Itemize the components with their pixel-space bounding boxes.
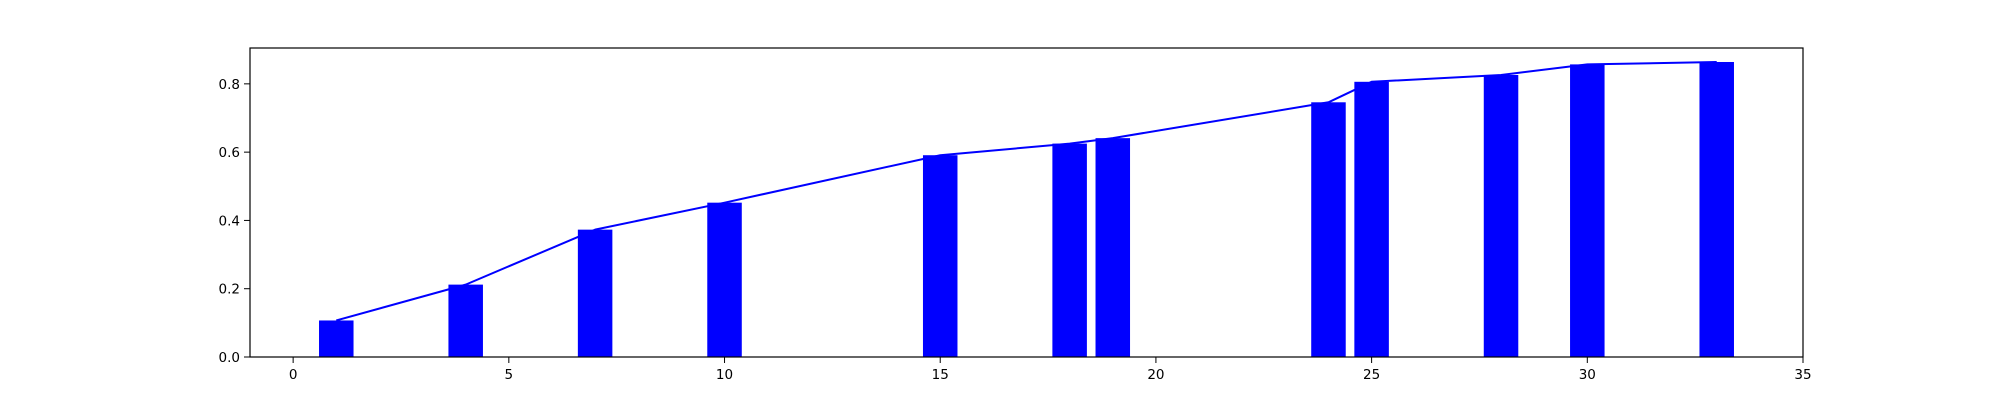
bar-0: [319, 320, 354, 357]
bar-9: [1483, 74, 1519, 357]
x-tick-label-3: 15: [932, 367, 949, 383]
bars-layer: [319, 61, 1734, 358]
y-axis: 0.0 0.2 0.4 0.6 0.8: [219, 77, 250, 366]
bar-10: [1570, 64, 1605, 357]
bar-6: [1095, 138, 1131, 357]
bar-2: [577, 229, 613, 357]
y-tick-label-3: 0.6: [219, 145, 240, 161]
bar-3: [707, 202, 742, 357]
x-tick-label-5: 25: [1363, 367, 1380, 383]
y-tick-label-0: 0.0: [219, 350, 240, 366]
line-layer: [336, 60, 1717, 322]
x-axis: 0 5 10 15 20 25 30 35: [289, 357, 1812, 383]
bar-7: [1311, 102, 1346, 358]
plot-frame: [249, 47, 1804, 358]
y-tick-label-4: 0.8: [219, 77, 240, 93]
x-tick-label-4: 20: [1147, 367, 1164, 383]
series-line: [336, 60, 1717, 322]
y-tick-label-1: 0.2: [219, 282, 240, 298]
x-tick-label-6: 30: [1579, 367, 1596, 383]
x-tick-label-1: 5: [505, 367, 514, 383]
bar-8: [1354, 81, 1389, 357]
x-tick-label-7: 35: [1794, 367, 1811, 383]
x-tick-label-0: 0: [289, 367, 298, 383]
x-tick-label-2: 10: [716, 367, 733, 383]
bar-11: [1699, 61, 1734, 357]
bar-4: [922, 155, 958, 357]
y-tick-label-2: 0.4: [219, 213, 240, 229]
bar-5: [1052, 143, 1087, 357]
bar-1: [448, 284, 483, 357]
